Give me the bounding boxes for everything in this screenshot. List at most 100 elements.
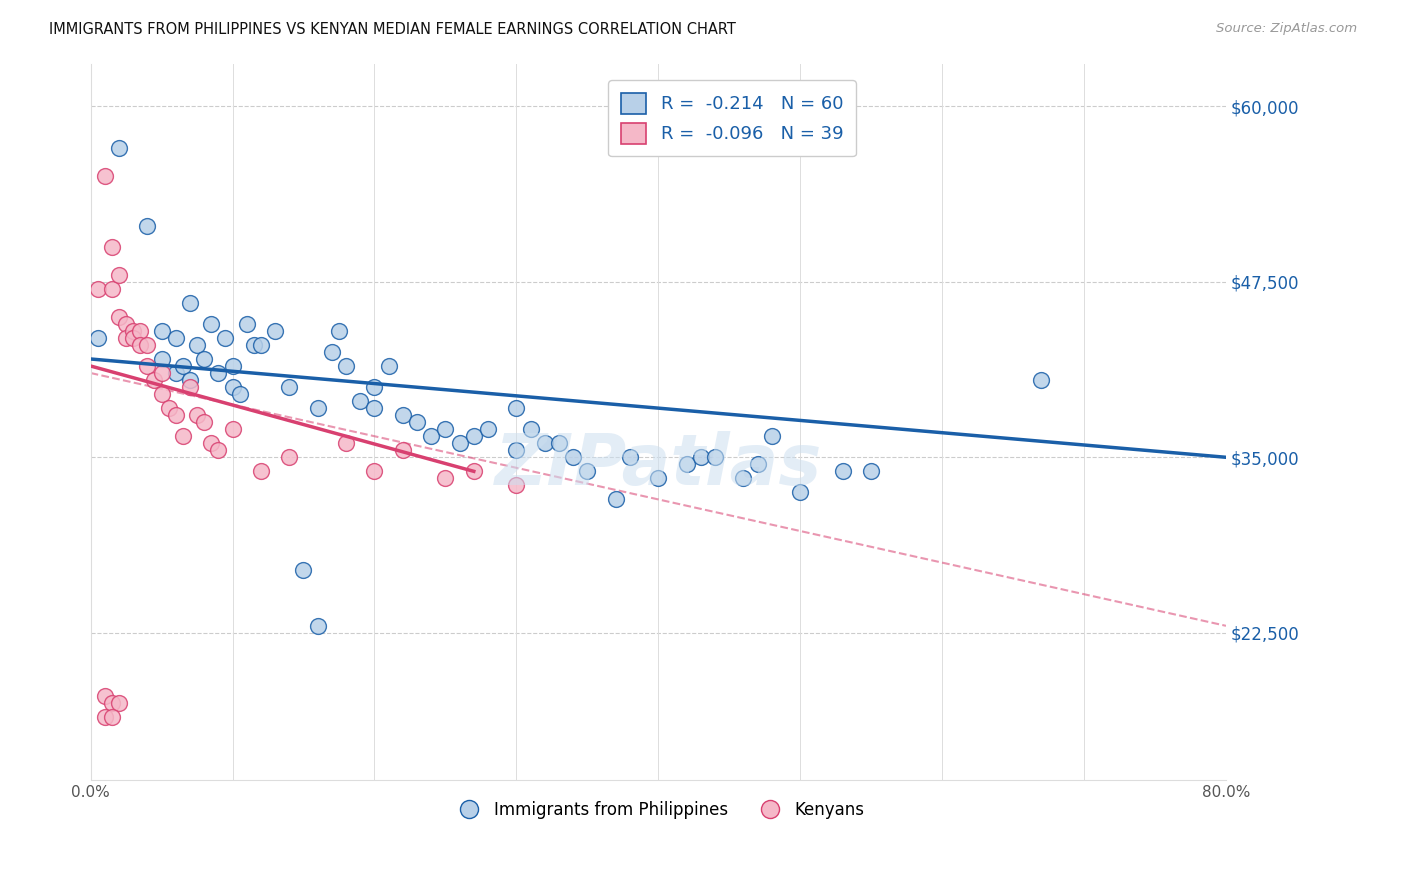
Point	[136, 219, 159, 233]
Point	[165, 408, 187, 422]
Point	[689, 450, 711, 465]
Point	[250, 464, 273, 478]
Point	[562, 450, 585, 465]
Point	[150, 366, 173, 380]
Point	[143, 373, 166, 387]
Point	[172, 359, 194, 373]
Point	[86, 331, 108, 345]
Text: Source: ZipAtlas.com: Source: ZipAtlas.com	[1216, 22, 1357, 36]
Point	[200, 317, 222, 331]
Point	[831, 464, 853, 478]
Point	[207, 443, 229, 458]
Point	[307, 619, 329, 633]
Point	[250, 338, 273, 352]
Point	[605, 492, 627, 507]
Point	[221, 422, 243, 436]
Point	[576, 464, 599, 478]
Point	[307, 401, 329, 416]
Point	[434, 471, 457, 485]
Point	[278, 380, 301, 394]
Point	[328, 324, 350, 338]
Point	[94, 710, 117, 724]
Point	[193, 351, 215, 366]
Point	[193, 415, 215, 429]
Point	[94, 169, 117, 184]
Point	[122, 331, 145, 345]
Point	[619, 450, 641, 465]
Point	[101, 710, 124, 724]
Point	[377, 359, 399, 373]
Point	[122, 324, 145, 338]
Point	[704, 450, 727, 465]
Point	[186, 408, 208, 422]
Point	[165, 366, 187, 380]
Point	[747, 458, 769, 472]
Point	[406, 415, 429, 429]
Point	[363, 380, 385, 394]
Point	[647, 471, 669, 485]
Point	[179, 380, 201, 394]
Point	[136, 338, 159, 352]
Point	[214, 331, 236, 345]
Text: IMMIGRANTS FROM PHILIPPINES VS KENYAN MEDIAN FEMALE EARNINGS CORRELATION CHART: IMMIGRANTS FROM PHILIPPINES VS KENYAN ME…	[49, 22, 737, 37]
Point	[115, 331, 138, 345]
Point	[733, 471, 755, 485]
Point	[207, 366, 229, 380]
Point	[94, 689, 117, 703]
Point	[363, 401, 385, 416]
Point	[335, 436, 357, 450]
Point	[860, 464, 883, 478]
Point	[1031, 373, 1053, 387]
Point	[86, 282, 108, 296]
Point	[165, 331, 187, 345]
Point	[463, 429, 485, 443]
Point	[108, 310, 131, 324]
Point	[675, 458, 697, 472]
Point	[186, 338, 208, 352]
Point	[115, 317, 138, 331]
Legend: Immigrants from Philippines, Kenyans: Immigrants from Philippines, Kenyans	[446, 795, 872, 826]
Point	[392, 408, 415, 422]
Point	[129, 338, 152, 352]
Point	[101, 696, 124, 710]
Point	[449, 436, 471, 450]
Point	[221, 359, 243, 373]
Point	[136, 359, 159, 373]
Point	[789, 485, 811, 500]
Point	[505, 443, 527, 458]
Point	[101, 282, 124, 296]
Point	[420, 429, 443, 443]
Point	[150, 351, 173, 366]
Point	[157, 401, 180, 416]
Point	[150, 387, 173, 401]
Point	[292, 563, 315, 577]
Point	[101, 239, 124, 253]
Point	[321, 345, 343, 359]
Point	[221, 380, 243, 394]
Point	[179, 295, 201, 310]
Point	[278, 450, 301, 465]
Point	[243, 338, 266, 352]
Point	[150, 324, 173, 338]
Point	[505, 401, 527, 416]
Point	[179, 373, 201, 387]
Point	[548, 436, 571, 450]
Point	[200, 436, 222, 450]
Point	[349, 394, 371, 409]
Point	[505, 478, 527, 492]
Point	[533, 436, 555, 450]
Point	[463, 464, 485, 478]
Text: ZIPatlas: ZIPatlas	[495, 431, 823, 500]
Point	[761, 429, 783, 443]
Point	[477, 422, 499, 436]
Point	[108, 141, 131, 155]
Point	[434, 422, 457, 436]
Point	[129, 324, 152, 338]
Point	[335, 359, 357, 373]
Point	[108, 268, 131, 282]
Point	[392, 443, 415, 458]
Point	[172, 429, 194, 443]
Point	[235, 317, 257, 331]
Point	[228, 387, 250, 401]
Point	[108, 696, 131, 710]
